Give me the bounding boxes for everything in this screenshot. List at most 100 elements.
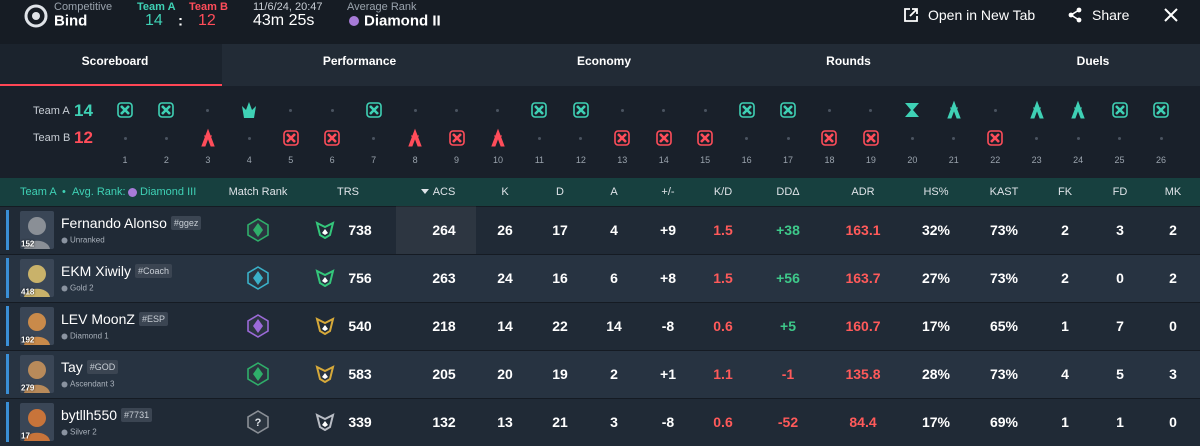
round-number: 7 [371,155,377,165]
close-button[interactable] [1163,7,1179,23]
round-icon [863,130,879,146]
round-number: 11 [534,155,545,165]
player-name: Fernando Alonso [61,215,167,231]
stat-cell: 4 [610,222,618,238]
avatar [20,211,54,249]
elim-box [158,102,175,118]
avatar-head [28,409,46,427]
share-node [1068,12,1074,18]
player-tag: #GOD [86,360,119,374]
round-icon [365,102,382,118]
stat-cell: 264 [432,222,456,238]
stat-cell: +5 [780,318,796,334]
match-rank-gem [253,319,263,333]
stat-cell: 2 [1169,270,1177,286]
tab[interactable]: Economy [576,54,632,68]
stat-cell: 1.5 [713,222,733,238]
column-header[interactable]: FD [1112,186,1128,198]
column-header[interactable]: +/- [661,186,675,198]
stat-cell: 3 [1116,222,1124,238]
round-dot [496,108,500,112]
avatar [20,355,54,393]
tab[interactable]: Duels [1076,54,1110,68]
column-header[interactable]: MK [1164,186,1182,198]
stat-cell: 0 [1169,318,1177,334]
column-header[interactable]: K [501,186,509,198]
column-header[interactable]: FK [1057,186,1073,198]
round-dot [455,108,459,112]
stat-cell: 17 [552,222,568,238]
stat-cell: 540 [348,318,372,334]
map-name: Bind [54,12,88,30]
elim-x [617,133,628,143]
round-icon [1071,100,1085,119]
column-header[interactable]: D [556,186,564,198]
column-header[interactable]: A [610,186,618,198]
avatar-head [28,361,46,379]
round-icon [655,130,672,146]
rank-icon [349,16,359,26]
elim-box [655,130,672,146]
stat-cell: 32% [921,222,951,238]
round-dot [1076,136,1080,140]
stat-cell: 3 [1169,366,1177,382]
player-name: Tay [61,359,83,375]
stat-cell: 0 [1116,270,1124,286]
mode: Competitive [54,1,113,13]
stat-cell: 4 [1061,366,1069,382]
tab[interactable]: Rounds [826,54,871,68]
stat-cell: -8 [661,414,675,430]
round-number: 5 [288,155,294,165]
elim-x [534,105,545,115]
stat-cell: 69% [989,414,1019,430]
tab[interactable]: Scoreboard [81,54,149,68]
column-header[interactable]: ADR [851,186,875,198]
round-dot [1118,136,1122,140]
elim-x [120,105,130,115]
stat-cell: 1.1 [713,366,733,382]
elim-box [780,102,796,118]
elim-box [1111,102,1128,118]
avatar-head [28,265,46,283]
column-header[interactable]: ACS [432,186,456,198]
player-row [0,302,1200,350]
column-header[interactable]: TRS [337,186,359,198]
stat-cell: 2 [610,366,618,382]
round-dot [827,108,831,112]
elim-box [573,102,589,118]
round-dot [413,108,417,112]
elim-box [863,130,879,146]
column-header[interactable]: KAST [989,186,1019,198]
match-date: 11/6/24, 20:47 [253,1,323,13]
round-number: 15 [700,155,711,165]
elim-box [614,130,631,146]
trs-icon [315,365,335,383]
open-tab-icon [904,8,918,22]
avatar-head [28,217,46,235]
stat-cell: 756 [348,270,372,286]
tab[interactable]: Performance [322,54,397,68]
match-rank-icon [247,362,269,386]
player-tag: #ggez [170,216,202,230]
stat-cell: +8 [660,270,676,286]
stat-cell: 26 [497,222,513,238]
elim-x [824,133,835,143]
round-number: 21 [948,155,959,165]
share[interactable]: Share [1092,7,1130,23]
trs-core [322,325,328,331]
trs-glyph [315,269,335,287]
column-header[interactable]: K/D [713,186,733,198]
open-new-tab[interactable]: Open in New Tab [928,7,1036,23]
elim-x [161,105,172,115]
round-icon [408,128,422,147]
match-rank-hex [247,410,269,434]
team-accent [6,354,9,394]
team-accent [6,210,9,250]
stat-cell: 1.5 [713,270,733,286]
column-header[interactable]: DDΔ [776,186,800,198]
team-b-label: Team B [189,1,228,13]
column-header[interactable]: HS% [923,186,949,198]
trs-core [322,277,328,283]
column-header[interactable]: Match Rank [228,186,288,198]
open-tab-glyph [904,8,918,22]
